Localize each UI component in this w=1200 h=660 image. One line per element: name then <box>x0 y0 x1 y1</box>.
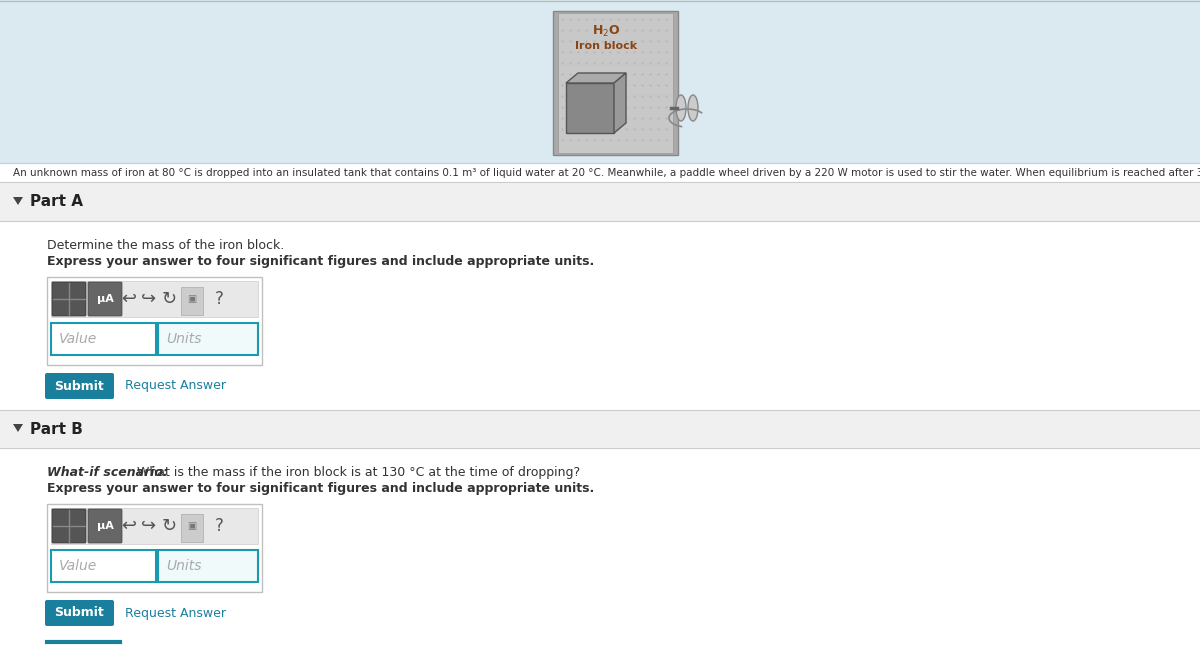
FancyBboxPatch shape <box>52 509 86 543</box>
Text: Request Answer: Request Answer <box>125 607 226 620</box>
FancyBboxPatch shape <box>566 83 614 133</box>
Text: ↪: ↪ <box>142 290 156 308</box>
Text: Iron block: Iron block <box>575 41 637 51</box>
FancyBboxPatch shape <box>50 281 258 317</box>
Polygon shape <box>13 197 23 205</box>
Ellipse shape <box>688 95 698 121</box>
FancyBboxPatch shape <box>0 221 1200 376</box>
FancyBboxPatch shape <box>181 514 203 542</box>
FancyBboxPatch shape <box>0 183 1200 221</box>
Polygon shape <box>614 73 626 133</box>
Text: ▣: ▣ <box>187 294 197 304</box>
FancyBboxPatch shape <box>0 410 1200 448</box>
Text: Express your answer to four significant figures and include appropriate units.: Express your answer to four significant … <box>47 255 594 268</box>
Ellipse shape <box>676 95 686 121</box>
FancyBboxPatch shape <box>47 504 262 592</box>
Text: μA: μA <box>96 521 114 531</box>
Text: ?: ? <box>215 290 223 308</box>
Text: An unknown mass of iron at 80 °C is dropped into an insulated tank that contains: An unknown mass of iron at 80 °C is drop… <box>13 168 1200 178</box>
FancyBboxPatch shape <box>50 323 156 355</box>
Text: Request Answer: Request Answer <box>125 379 226 393</box>
Text: Value: Value <box>59 332 97 346</box>
FancyBboxPatch shape <box>0 448 1200 613</box>
FancyBboxPatch shape <box>0 0 1200 163</box>
Text: ↻: ↻ <box>162 517 176 535</box>
Text: ↻: ↻ <box>162 290 176 308</box>
Text: Part A: Part A <box>30 195 83 209</box>
FancyBboxPatch shape <box>181 287 203 315</box>
FancyBboxPatch shape <box>158 550 258 582</box>
Text: Submit: Submit <box>54 607 104 620</box>
Text: ?: ? <box>215 517 223 535</box>
FancyBboxPatch shape <box>46 600 114 626</box>
Text: ↩: ↩ <box>121 517 137 535</box>
Text: Units: Units <box>166 332 202 346</box>
Text: H$_2$O: H$_2$O <box>592 24 620 38</box>
FancyBboxPatch shape <box>158 323 258 355</box>
Text: Determine the mass of the iron block.: Determine the mass of the iron block. <box>47 239 284 252</box>
FancyBboxPatch shape <box>52 282 86 316</box>
FancyBboxPatch shape <box>50 508 258 544</box>
FancyBboxPatch shape <box>553 11 678 155</box>
FancyBboxPatch shape <box>46 373 114 399</box>
Text: ↩: ↩ <box>121 290 137 308</box>
Polygon shape <box>13 424 23 432</box>
Text: μA: μA <box>96 294 114 304</box>
Polygon shape <box>566 73 626 83</box>
Text: Part B: Part B <box>30 422 83 436</box>
FancyBboxPatch shape <box>558 13 673 153</box>
Text: Units: Units <box>166 559 202 573</box>
Text: Express your answer to four significant figures and include appropriate units.: Express your answer to four significant … <box>47 482 594 495</box>
Text: Submit: Submit <box>54 379 104 393</box>
FancyBboxPatch shape <box>47 277 262 365</box>
FancyBboxPatch shape <box>50 550 156 582</box>
Text: ↪: ↪ <box>142 517 156 535</box>
Text: What is the mass if the iron block is at 130 °C at the time of dropping?: What is the mass if the iron block is at… <box>137 466 580 479</box>
Text: Value: Value <box>59 559 97 573</box>
FancyBboxPatch shape <box>88 282 122 316</box>
Text: What-if scenario:: What-if scenario: <box>47 466 173 479</box>
Text: ▣: ▣ <box>187 521 197 531</box>
FancyBboxPatch shape <box>88 509 122 543</box>
